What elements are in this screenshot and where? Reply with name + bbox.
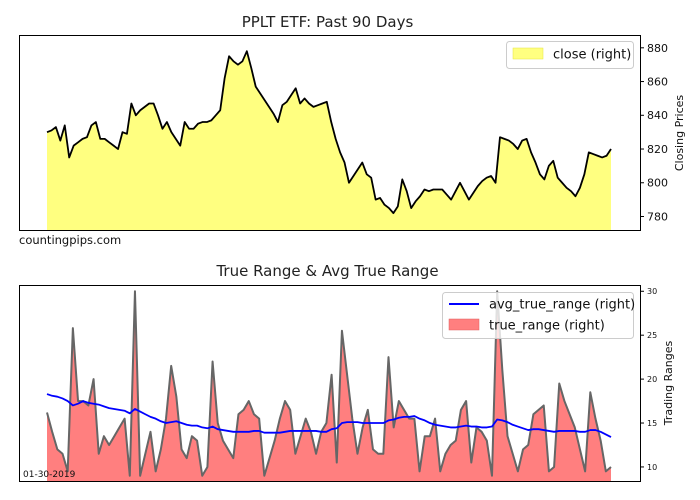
tr-legend-label: true_range (right): [489, 319, 605, 334]
range-y-axis: 10 15 20 25 30: [640, 287, 657, 472]
y-tick-label: 10: [647, 463, 657, 472]
start-date-label: 01-30-2019: [23, 470, 76, 480]
y-tick-label: 20: [647, 375, 657, 384]
y-tick-label: 820: [647, 143, 668, 156]
true-range-line: [46, 290, 612, 477]
price-plot-frame: [19, 35, 641, 231]
price-y-axis-label: Closing Prices: [673, 95, 686, 172]
y-tick-label: 860: [647, 76, 668, 89]
y-tick-label: 15: [647, 419, 657, 428]
range-y-axis-label: Trading Ranges: [662, 341, 675, 427]
watermark-text: countingpips.com: [19, 233, 121, 247]
price-y-axis: 780 800 820 840 860 880: [640, 42, 668, 223]
tr-legend-swatch: [448, 318, 480, 331]
price-chart-title: PPLT ETF: Past 90 Days: [242, 13, 414, 31]
price-plot-area: [46, 50, 612, 231]
close-price-line: [46, 50, 612, 215]
avg-true-range-line: [46, 393, 612, 438]
range-chart-title: True Range & Avg True Range: [215, 262, 438, 280]
price-legend: close (right): [506, 41, 634, 69]
price-legend-label: close (right): [553, 48, 631, 63]
y-tick-label: 800: [647, 177, 668, 190]
y-tick-label: 25: [647, 331, 657, 340]
price-chart: PPLT ETF: Past 90 Days 780 800 820 840 860 88…: [19, 13, 686, 247]
y-tick-label: 880: [647, 42, 668, 55]
y-tick-label: 840: [647, 109, 668, 122]
range-plot-frame: [19, 285, 641, 482]
range-legend: avg_true_range (right) true_range (right…: [442, 292, 635, 339]
close-area-fill: [47, 51, 611, 231]
y-tick-label: 30: [647, 287, 657, 296]
range-chart: True Range & Avg True Range 10 15 20 25 30 T…: [19, 262, 675, 482]
atr-legend-label: avg_true_range (right): [489, 298, 635, 313]
range-legend-box: [442, 292, 634, 339]
range-plot-area: [46, 290, 612, 481]
price-legend-swatch: [512, 47, 544, 60]
y-tick-label: 780: [647, 210, 668, 223]
